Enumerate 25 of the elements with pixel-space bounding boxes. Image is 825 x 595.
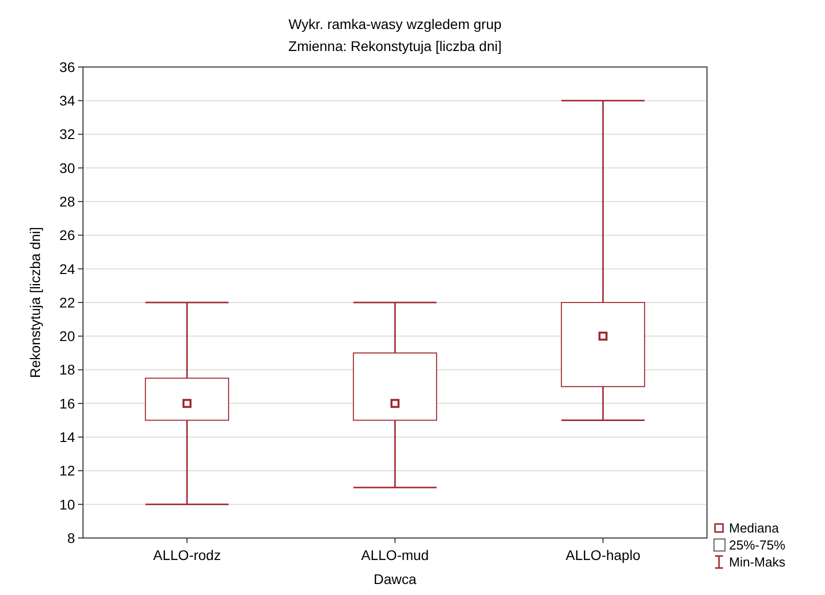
y-tick-label: 18 [59,362,76,378]
text: Mediana [729,520,780,536]
y-tick-label: 24 [59,260,76,277]
y-tick-label: 26 [59,227,76,244]
chart-title: Wykr. ramka-wasy wzgledem grup [288,16,502,32]
y-tick-label: 14 [59,428,76,445]
x-tick-label: ALLO-rodz [153,547,221,563]
y-tick-label: 28 [59,193,76,210]
x-axis-title: Dawca [374,571,417,587]
x-tick-label: ALLO-haplo [566,547,641,563]
x-tick-label: ALLO-mud [361,547,429,563]
y-tick-label: 34 [59,92,76,109]
text: Min-Maks [729,554,786,570]
y-tick-label: 10 [59,496,76,512]
text: 25%-75% [729,538,786,553]
y-tick-label: 16 [59,395,76,412]
y-axis-title: Rekonstytuja [liczba dni] [27,227,43,378]
y-tick-label: 12 [59,462,76,479]
y-tick-label: 30 [59,160,76,176]
chart-subtitle: Zmienna: Rekonstytuja [liczba dni] [288,38,502,54]
y-tick-label: 36 [59,58,76,75]
y-tick-label: 22 [59,294,76,310]
y-tick-label: 20 [59,328,76,344]
y-tick-label: 8 [67,530,76,546]
y-tick-label: 32 [59,126,76,142]
